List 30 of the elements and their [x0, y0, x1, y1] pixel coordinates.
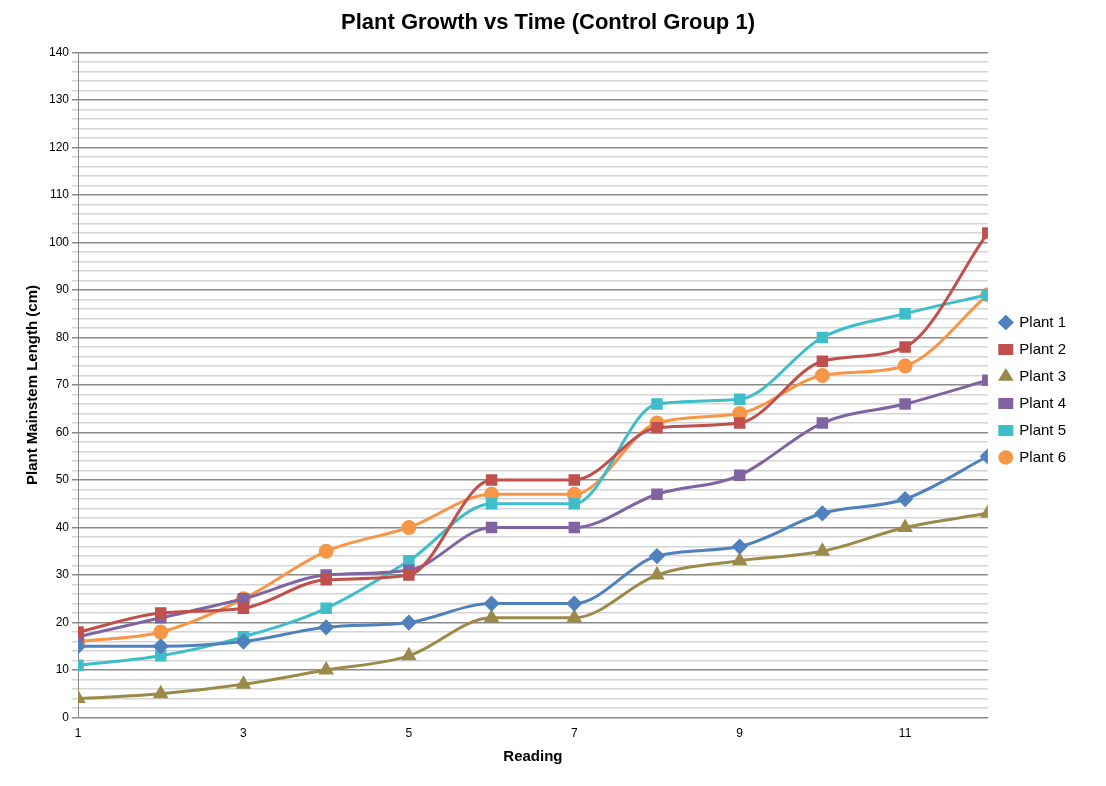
- legend-label: Plant 5: [1019, 420, 1066, 438]
- x-tick-label: 3: [240, 726, 248, 741]
- legend-label: Plant 6: [1019, 447, 1066, 465]
- y-axis-title: Plant Mainstem Length (cm): [23, 284, 41, 486]
- legend-label: Plant 4: [1019, 393, 1066, 411]
- y-tick-label: 80: [55, 329, 70, 344]
- legend-label: Plant 3: [1019, 366, 1066, 384]
- legend-label: Plant 1: [1019, 312, 1066, 330]
- x-tick-label: 9: [736, 726, 744, 741]
- x-tick-label: 11: [898, 726, 912, 741]
- y-tick-label: 50: [55, 472, 70, 487]
- y-tick-label: 40: [55, 519, 70, 534]
- x-tick-label: 5: [405, 726, 413, 741]
- y-tick-label: 130: [48, 92, 70, 107]
- y-tick-label: 90: [55, 282, 70, 297]
- y-tick-label: 120: [48, 139, 70, 154]
- y-tick-label: 20: [55, 614, 70, 629]
- y-tick-label: 60: [55, 424, 70, 439]
- y-tick-label: 100: [48, 234, 70, 249]
- x-tick-label: 1: [74, 726, 82, 741]
- chart-title: Plant Growth vs Time (Control Group 1): [341, 9, 755, 35]
- y-tick-label: 70: [55, 377, 70, 392]
- x-tick-label: 7: [570, 726, 578, 741]
- legend-label: Plant 2: [1019, 339, 1066, 357]
- y-tick-label: 10: [55, 662, 70, 677]
- y-tick-label: 110: [49, 187, 70, 202]
- y-tick-label: 0: [62, 709, 70, 724]
- x-axis-title: Reading: [503, 747, 563, 765]
- y-tick-label: 30: [55, 567, 70, 582]
- y-tick-label: 140: [48, 44, 70, 59]
